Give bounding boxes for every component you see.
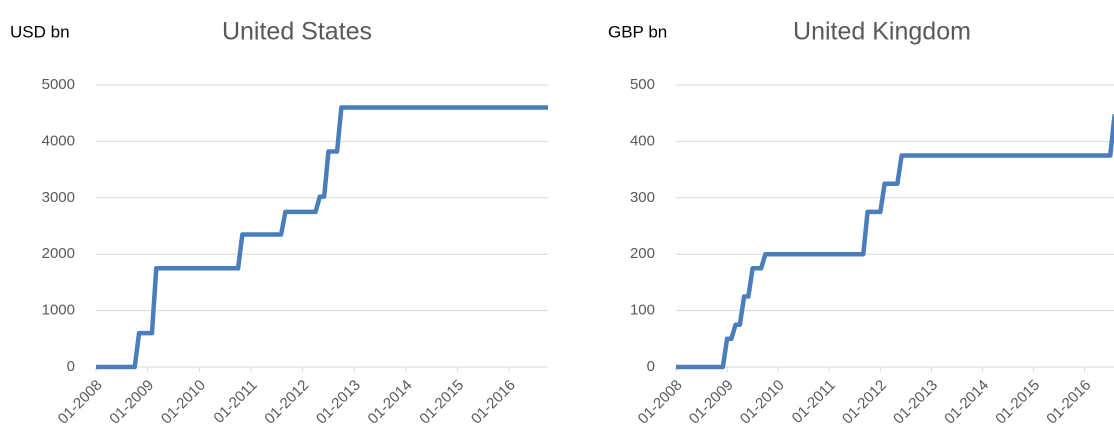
y-tick-label: 5000 bbox=[42, 76, 75, 93]
x-tick-label: 01-2008 bbox=[55, 377, 106, 428]
data-line bbox=[96, 105, 548, 370]
y-tick-label: 200 bbox=[630, 245, 655, 262]
x-tick-label: 01-2010 bbox=[158, 377, 209, 428]
y-tick-label: 300 bbox=[630, 189, 655, 206]
x-tick-label: 01-2014 bbox=[365, 377, 416, 428]
y-tick-label: 0 bbox=[67, 358, 75, 375]
x-tick-label: 01-2009 bbox=[686, 377, 737, 428]
chart-title: United States bbox=[222, 18, 372, 46]
chart-title: United Kingdom bbox=[793, 18, 971, 46]
data-line bbox=[676, 113, 1114, 370]
x-tick-label: 01-2013 bbox=[313, 377, 364, 428]
x-tick-label: 01-2009 bbox=[106, 377, 157, 428]
x-tick-label: 01-2010 bbox=[737, 377, 788, 428]
x-tick-label: 01-2015 bbox=[992, 377, 1043, 428]
x-tick-label: 01-2008 bbox=[635, 377, 686, 428]
x-tick-label: 01-2014 bbox=[941, 377, 992, 428]
x-tick-label: 01-2011 bbox=[789, 377, 839, 427]
y-tick-label: 4000 bbox=[42, 132, 75, 149]
y-tick-label: 400 bbox=[630, 132, 655, 149]
y-tick-label: 0 bbox=[647, 358, 655, 375]
y-tick-label: 100 bbox=[630, 302, 655, 319]
x-tick-label: 01-2012 bbox=[261, 377, 312, 428]
y-axis-unit: GBP bn bbox=[608, 22, 667, 41]
x-tick-label: 01-2016 bbox=[1043, 377, 1094, 428]
y-tick-label: 1000 bbox=[42, 302, 75, 319]
y-tick-label: 500 bbox=[630, 76, 655, 93]
x-tick-label: 01-2013 bbox=[890, 377, 941, 428]
y-tick-label: 3000 bbox=[42, 189, 75, 206]
x-tick-label: 01-2012 bbox=[839, 377, 890, 428]
y-tick-label: 2000 bbox=[42, 245, 75, 262]
x-tick-label: 01-2016 bbox=[468, 377, 519, 428]
y-axis-unit: USD bn bbox=[10, 22, 70, 41]
x-tick-label: 01-2015 bbox=[416, 377, 467, 428]
x-tick-label: 01-2011 bbox=[210, 377, 260, 427]
